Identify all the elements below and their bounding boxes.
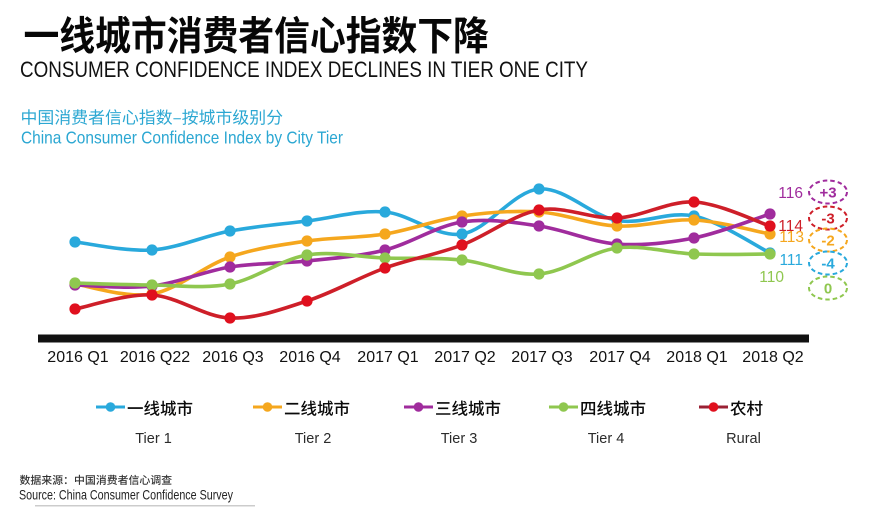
- svg-text:-3: -3: [821, 211, 834, 228]
- svg-text:Tier 2: Tier 2: [295, 431, 332, 447]
- svg-text:CONSUMER CONFIDENCE INDEX DECL: CONSUMER CONFIDENCE INDEX DECLINES IN TI…: [20, 57, 588, 82]
- svg-text:2017 Q3: 2017 Q3: [511, 349, 572, 366]
- svg-text:2017 Q1: 2017 Q1: [357, 349, 418, 366]
- svg-text:111: 111: [779, 252, 803, 269]
- svg-text:Tier 4: Tier 4: [588, 431, 625, 447]
- svg-text:Source: China Consumer Confide: Source: China Consumer Confidence Survey: [19, 487, 233, 503]
- svg-text:2017 Q2: 2017 Q2: [434, 349, 495, 366]
- svg-text:113: 113: [779, 229, 804, 246]
- svg-text:116: 116: [778, 185, 803, 202]
- svg-text:2017 Q4: 2017 Q4: [589, 349, 650, 366]
- svg-text:China Consumer Confidence Inde: China Consumer Confidence Index by City …: [21, 128, 343, 148]
- svg-text:114: 114: [778, 218, 803, 235]
- svg-text:Tier 3: Tier 3: [441, 431, 478, 447]
- svg-text:Rural: Rural: [726, 431, 761, 447]
- svg-text:2016 Q1: 2016 Q1: [47, 349, 108, 366]
- svg-text:2016 Q3: 2016 Q3: [202, 349, 263, 366]
- svg-text:110: 110: [759, 269, 784, 286]
- svg-text:Tier 1: Tier 1: [135, 431, 172, 447]
- svg-text:-4: -4: [821, 256, 835, 273]
- svg-text:2016 Q22: 2016 Q22: [120, 349, 190, 366]
- svg-text:2018 Q1: 2018 Q1: [666, 349, 727, 366]
- svg-text:0: 0: [824, 281, 832, 298]
- svg-text:-2: -2: [821, 233, 834, 250]
- svg-text:2018 Q2: 2018 Q2: [742, 349, 803, 366]
- svg-text:2016 Q4: 2016 Q4: [279, 349, 340, 366]
- svg-text:+3: +3: [819, 185, 836, 202]
